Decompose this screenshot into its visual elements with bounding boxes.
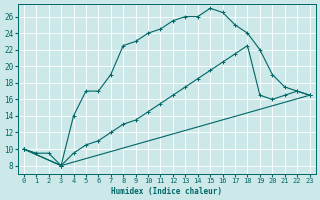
X-axis label: Humidex (Indice chaleur): Humidex (Indice chaleur) — [111, 187, 222, 196]
